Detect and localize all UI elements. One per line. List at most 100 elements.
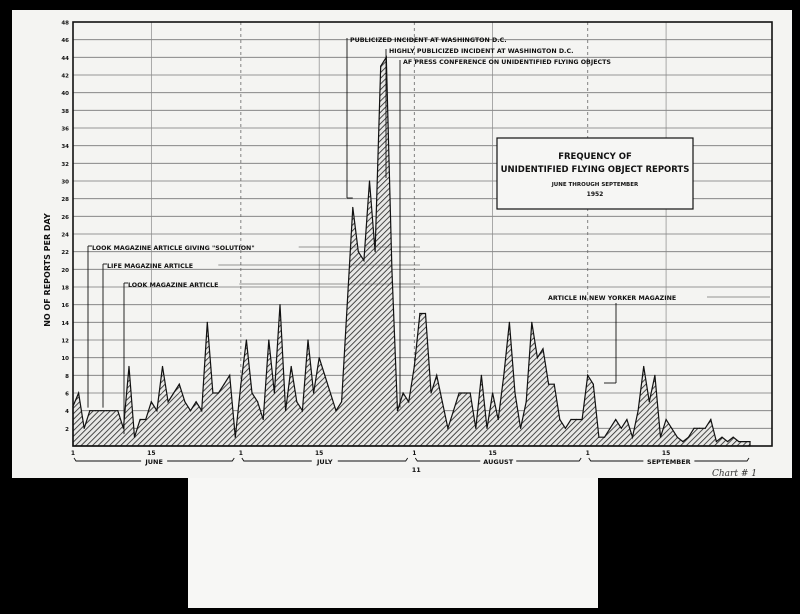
y-tick-label: 12 <box>61 339 69 345</box>
y-tick-label: 20 <box>61 268 69 274</box>
data-point <box>525 401 527 403</box>
month-label: SEPTEMBER <box>647 458 691 466</box>
data-point <box>559 418 561 421</box>
y-tick-label: 24 <box>61 233 69 239</box>
data-point <box>195 401 197 403</box>
x-tick-label: 1 <box>239 450 243 457</box>
data-point <box>178 383 180 385</box>
data-point <box>77 392 80 394</box>
data-point <box>486 427 488 429</box>
data-point <box>492 392 494 394</box>
data-point <box>536 357 538 359</box>
plot-frame <box>72 21 773 447</box>
data-point <box>89 410 91 412</box>
data-point <box>520 427 522 429</box>
data-point <box>257 401 259 403</box>
x-tick-label: 15 <box>662 450 670 457</box>
y-tick-labels: 2468101214161820222426283032343638404244… <box>61 21 69 433</box>
data-point <box>436 374 438 376</box>
data-point <box>139 418 141 421</box>
data-point <box>749 440 751 443</box>
y-tick-label: 42 <box>61 74 69 80</box>
data-point <box>687 436 690 438</box>
annotations: LOOK MAGAZINE ARTICLE GIVING "SOLUTION" L… <box>87 37 770 435</box>
title-line-1: FREQUENCY OF <box>558 152 632 162</box>
data-point <box>738 440 740 443</box>
data-point <box>380 65 382 67</box>
data-point <box>469 392 471 394</box>
data-point <box>637 410 639 412</box>
data-point <box>167 401 169 403</box>
data-point <box>743 440 746 443</box>
data-point <box>715 440 718 443</box>
data-point <box>542 348 544 350</box>
data-point <box>189 410 192 412</box>
data-point <box>659 436 662 438</box>
data-point <box>290 365 292 368</box>
data-point <box>603 436 606 438</box>
data-point <box>273 392 276 394</box>
data-point <box>547 383 550 385</box>
data-point <box>447 427 449 429</box>
data-point <box>704 427 706 429</box>
data-point <box>217 392 220 394</box>
y-tick-label: 14 <box>61 321 69 327</box>
y-tick-label: 16 <box>61 303 69 309</box>
data-point <box>117 410 119 412</box>
data-point <box>464 392 466 394</box>
data-point <box>312 392 315 394</box>
data-point <box>307 339 309 341</box>
handwritten-note: Chart # 1 <box>712 469 757 479</box>
y-tick-label: 18 <box>61 286 69 292</box>
data-point <box>324 374 326 376</box>
data-point <box>441 401 443 403</box>
data-point <box>391 268 393 270</box>
data-point <box>161 365 164 368</box>
data-point <box>699 427 701 429</box>
month-label: JULY <box>316 458 333 466</box>
data-point <box>671 427 673 429</box>
data-point <box>598 436 600 438</box>
y-tick-label: 44 <box>61 56 69 62</box>
data-point <box>413 365 415 368</box>
y-tick-label: 26 <box>61 215 69 221</box>
data-point <box>352 206 354 209</box>
data-point <box>458 392 460 394</box>
annotation-label: AF PRESS CONFERENCE ON UNIDENTIFIED FLYI… <box>403 59 611 66</box>
data-point <box>396 410 399 412</box>
data-point <box>318 357 320 359</box>
data-point <box>156 410 158 412</box>
data-point <box>184 401 186 403</box>
data-point <box>223 383 225 385</box>
data-point <box>206 321 208 323</box>
data-point <box>128 365 130 368</box>
x-tick-label: 1 <box>586 450 590 457</box>
x-tick-label: 15 <box>488 450 496 457</box>
data-point <box>329 392 331 394</box>
data-point <box>631 436 634 438</box>
data-point <box>503 374 505 376</box>
x-tick-label: 15 <box>147 450 155 457</box>
y-tick-label: 40 <box>61 91 69 97</box>
y-tick-label: 36 <box>61 127 69 133</box>
data-point <box>408 401 410 403</box>
month-label-bg <box>311 457 338 465</box>
data-point <box>575 418 578 421</box>
x-tick-label: 15 <box>315 450 323 457</box>
data-point <box>201 410 203 412</box>
data-point <box>83 427 85 429</box>
annotation-label: LOOK MAGAZINE ARTICLE GIVING "SOLUTION" <box>92 245 255 252</box>
lower-paper-sheet <box>188 478 598 608</box>
y-tick-label: 48 <box>61 21 69 27</box>
y-tick-label: 22 <box>61 250 69 256</box>
y-tick-label: 28 <box>61 197 69 203</box>
x-tick-label: 1 <box>71 450 75 457</box>
data-points <box>72 56 751 443</box>
data-point <box>368 180 371 182</box>
data-point <box>570 418 572 421</box>
extra-tick-label: 11 <box>412 466 422 474</box>
data-point <box>643 365 645 368</box>
month-label: JUNE <box>144 458 163 466</box>
data-point <box>262 418 264 421</box>
